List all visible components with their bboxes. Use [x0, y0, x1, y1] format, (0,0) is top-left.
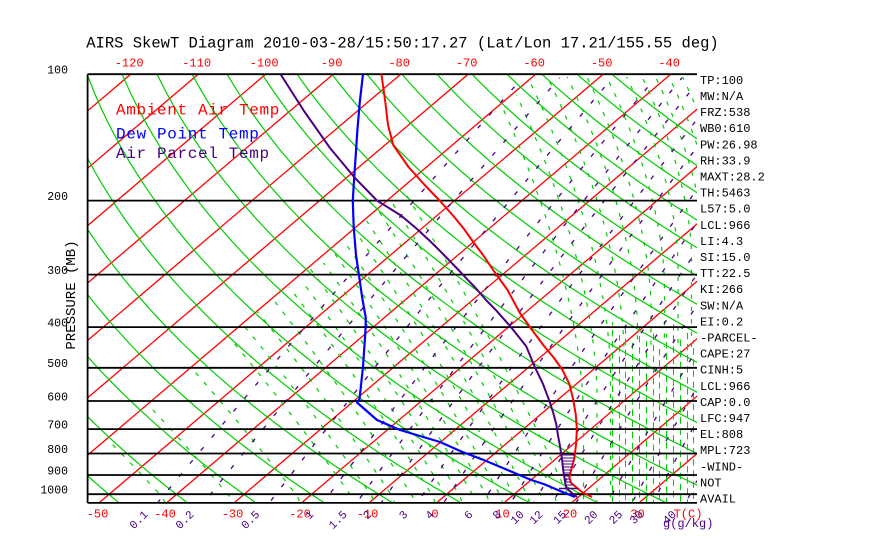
- svg-text:KI:266: KI:266: [700, 283, 743, 297]
- svg-text:700: 700: [47, 419, 68, 432]
- svg-text:TH:5463: TH:5463: [700, 187, 750, 201]
- svg-text:-WIND-: -WIND-: [700, 460, 743, 474]
- svg-text:CINH:5: CINH:5: [700, 364, 743, 378]
- svg-text:-100: -100: [250, 56, 279, 70]
- svg-text:MW:N/A: MW:N/A: [700, 90, 744, 104]
- svg-text:200: 200: [47, 191, 68, 204]
- svg-text:-50: -50: [591, 56, 613, 70]
- svg-text:10: 10: [495, 508, 509, 522]
- svg-text:MAXT:28.2: MAXT:28.2: [700, 171, 765, 185]
- svg-text:CAP:0.0: CAP:0.0: [700, 396, 750, 410]
- svg-text:SW:N/A: SW:N/A: [700, 299, 744, 313]
- svg-text:30: 30: [630, 508, 644, 522]
- svg-text:TT:22.5: TT:22.5: [700, 267, 750, 281]
- svg-text:TP:100: TP:100: [700, 74, 743, 88]
- svg-text:LI:4.3: LI:4.3: [700, 235, 743, 249]
- svg-text:LCL:966: LCL:966: [700, 219, 750, 233]
- svg-text:SI:15.0: SI:15.0: [700, 251, 750, 265]
- svg-text:EL:808: EL:808: [700, 428, 743, 442]
- svg-text:WB0:610: WB0:610: [700, 122, 750, 136]
- svg-text:AVAIL: AVAIL: [700, 493, 736, 507]
- svg-text:-90: -90: [321, 56, 343, 70]
- svg-text:-10: -10: [357, 508, 379, 522]
- svg-text:Air Parcel Temp: Air Parcel Temp: [116, 145, 270, 163]
- svg-text:CAPE:27: CAPE:27: [700, 348, 750, 362]
- svg-text:Dew Point Temp: Dew Point Temp: [116, 126, 260, 144]
- svg-text:300: 300: [47, 265, 68, 278]
- svg-text:-80: -80: [388, 56, 410, 70]
- svg-text:Ambient Air Temp: Ambient Air Temp: [116, 102, 280, 120]
- svg-text:-60: -60: [523, 56, 545, 70]
- svg-text:-40: -40: [658, 56, 680, 70]
- svg-text:EI:0.2: EI:0.2: [700, 315, 743, 329]
- svg-text:NOT: NOT: [700, 476, 722, 490]
- svg-text:-30: -30: [222, 508, 244, 522]
- svg-text:-20: -20: [289, 508, 311, 522]
- svg-text:800: 800: [47, 444, 68, 457]
- svg-text:600: 600: [47, 391, 68, 404]
- svg-text:0: 0: [431, 508, 438, 522]
- svg-text:900: 900: [47, 465, 68, 478]
- svg-text:500: 500: [47, 358, 68, 371]
- svg-text:1000: 1000: [40, 485, 68, 498]
- svg-text:20: 20: [563, 508, 577, 522]
- svg-text:AIRS SkewT Diagram 2010-03-28/: AIRS SkewT Diagram 2010-03-28/15:50:17.2…: [86, 35, 719, 53]
- svg-text:FRZ:538: FRZ:538: [700, 106, 750, 120]
- svg-text:LFC:947: LFC:947: [700, 412, 750, 426]
- svg-text:-PARCEL-: -PARCEL-: [700, 332, 758, 346]
- svg-text:-50: -50: [87, 508, 109, 522]
- svg-text:g(g/kg): g(g/kg): [663, 517, 713, 531]
- svg-text:LCL:966: LCL:966: [700, 380, 750, 394]
- svg-text:PRESSURE (MB): PRESSURE (MB): [64, 240, 80, 349]
- svg-text:-40: -40: [154, 508, 176, 522]
- svg-text:L57:5.0: L57:5.0: [700, 203, 750, 217]
- svg-text:-120: -120: [115, 56, 144, 70]
- svg-text:PW:26.98: PW:26.98: [700, 138, 758, 152]
- svg-text:MPL:723: MPL:723: [700, 444, 750, 458]
- svg-text:400: 400: [47, 317, 68, 330]
- svg-text:-70: -70: [456, 56, 478, 70]
- svg-text:T(C): T(C): [674, 508, 703, 522]
- svg-text:100: 100: [47, 65, 68, 78]
- svg-text:-110: -110: [182, 56, 211, 70]
- svg-text:RH:33.9: RH:33.9: [700, 154, 750, 168]
